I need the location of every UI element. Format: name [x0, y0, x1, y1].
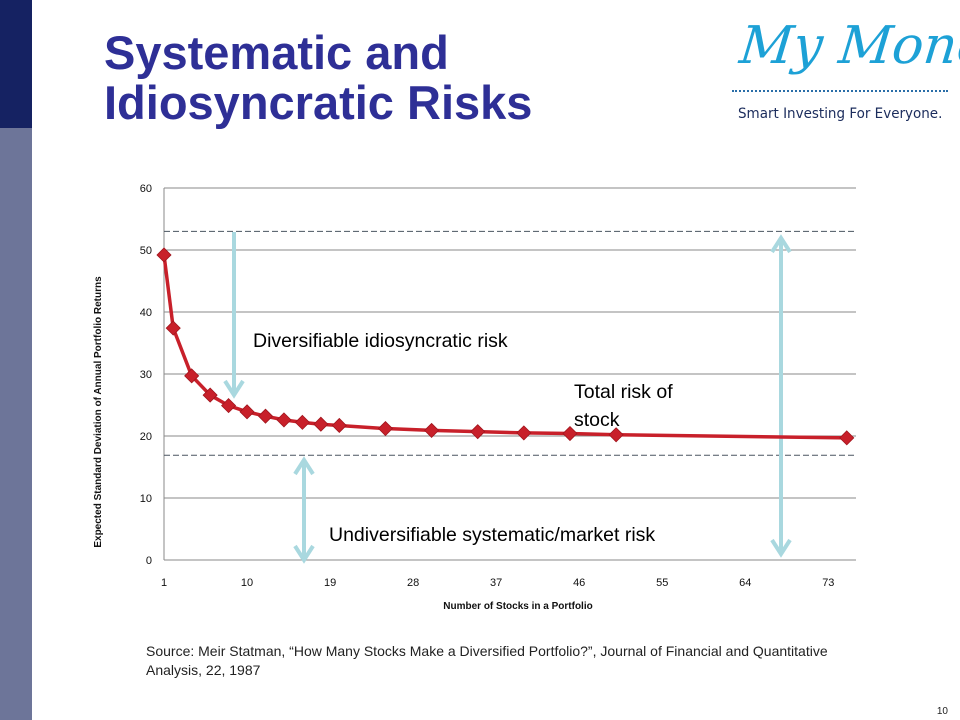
data-point-marker	[202, 387, 218, 403]
my-money-logo: My Money Smart Investing For Everyone.	[728, 14, 960, 132]
x-tick-label: 1	[161, 577, 167, 589]
total-risk-arrow-head-down	[770, 538, 792, 558]
data-point-marker	[562, 425, 578, 442]
logo-tagline: Smart Investing For Everyone.	[738, 106, 943, 122]
y-tick-label: 10	[140, 493, 152, 505]
systematic-risk-label: Undiversifiable systematic/market risk	[329, 524, 655, 546]
x-tick-label: 46	[573, 577, 585, 589]
x-tick-label: 37	[490, 577, 502, 589]
data-point-marker	[331, 417, 347, 434]
data-point-marker	[377, 420, 394, 437]
sidebar-accent-dark	[0, 0, 32, 128]
slide-title: Systematic and Idiosyncratic Risks	[104, 26, 533, 129]
y-tick-label: 0	[146, 555, 152, 567]
data-point-marker	[156, 247, 172, 263]
data-point-marker	[239, 404, 255, 420]
data-point-marker	[313, 416, 329, 432]
data-point-marker	[294, 414, 310, 430]
data-point-marker	[424, 422, 440, 438]
x-tick-label: 64	[739, 577, 751, 589]
data-point-marker	[184, 368, 200, 384]
x-tick-label: 55	[656, 577, 668, 589]
total-risk-label: Total risk of stock	[574, 381, 673, 431]
y-tick-label: 40	[140, 307, 152, 319]
data-point-marker	[516, 425, 532, 441]
diversifiable-risk-arrow-head-down	[223, 379, 245, 399]
x-tick-label: 28	[407, 577, 419, 589]
data-point-marker	[165, 320, 181, 336]
data-point-marker	[470, 424, 486, 440]
x-axis-title: Number of Stocks in a Portfolio	[443, 601, 592, 612]
total-risk-label-line: Total risk of	[574, 381, 673, 403]
source-citation: Source: Meir Statman, “How Many Stocks M…	[146, 643, 828, 678]
y-tick-label: 30	[140, 369, 152, 381]
x-tick-label: 19	[324, 577, 336, 589]
data-point-marker	[221, 398, 237, 414]
data-point-marker	[839, 430, 855, 446]
diversifiable-risk-label: Diversifiable idiosyncratic risk	[253, 330, 508, 352]
x-tick-label: 10	[241, 577, 253, 589]
y-tick-label: 20	[140, 431, 152, 443]
data-point-marker	[276, 412, 292, 428]
y-axis-title: Expected Standard Deviation of Annual Po…	[93, 276, 104, 548]
total-risk-arrow-head-up	[770, 234, 792, 254]
data-point-marker	[608, 427, 624, 443]
data-point-marker	[257, 408, 274, 424]
sidebar-accent-light	[0, 128, 32, 720]
page-number: 10	[936, 706, 948, 717]
systematic-risk-arrow-head-down	[293, 544, 315, 564]
y-tick-label: 60	[140, 183, 152, 195]
y-tick-label: 50	[140, 245, 152, 257]
x-tick-label: 73	[822, 577, 834, 589]
logo-divider	[732, 90, 948, 92]
total-risk-label-line: stock	[574, 409, 620, 431]
systematic-risk-arrow-head-up	[293, 456, 315, 476]
